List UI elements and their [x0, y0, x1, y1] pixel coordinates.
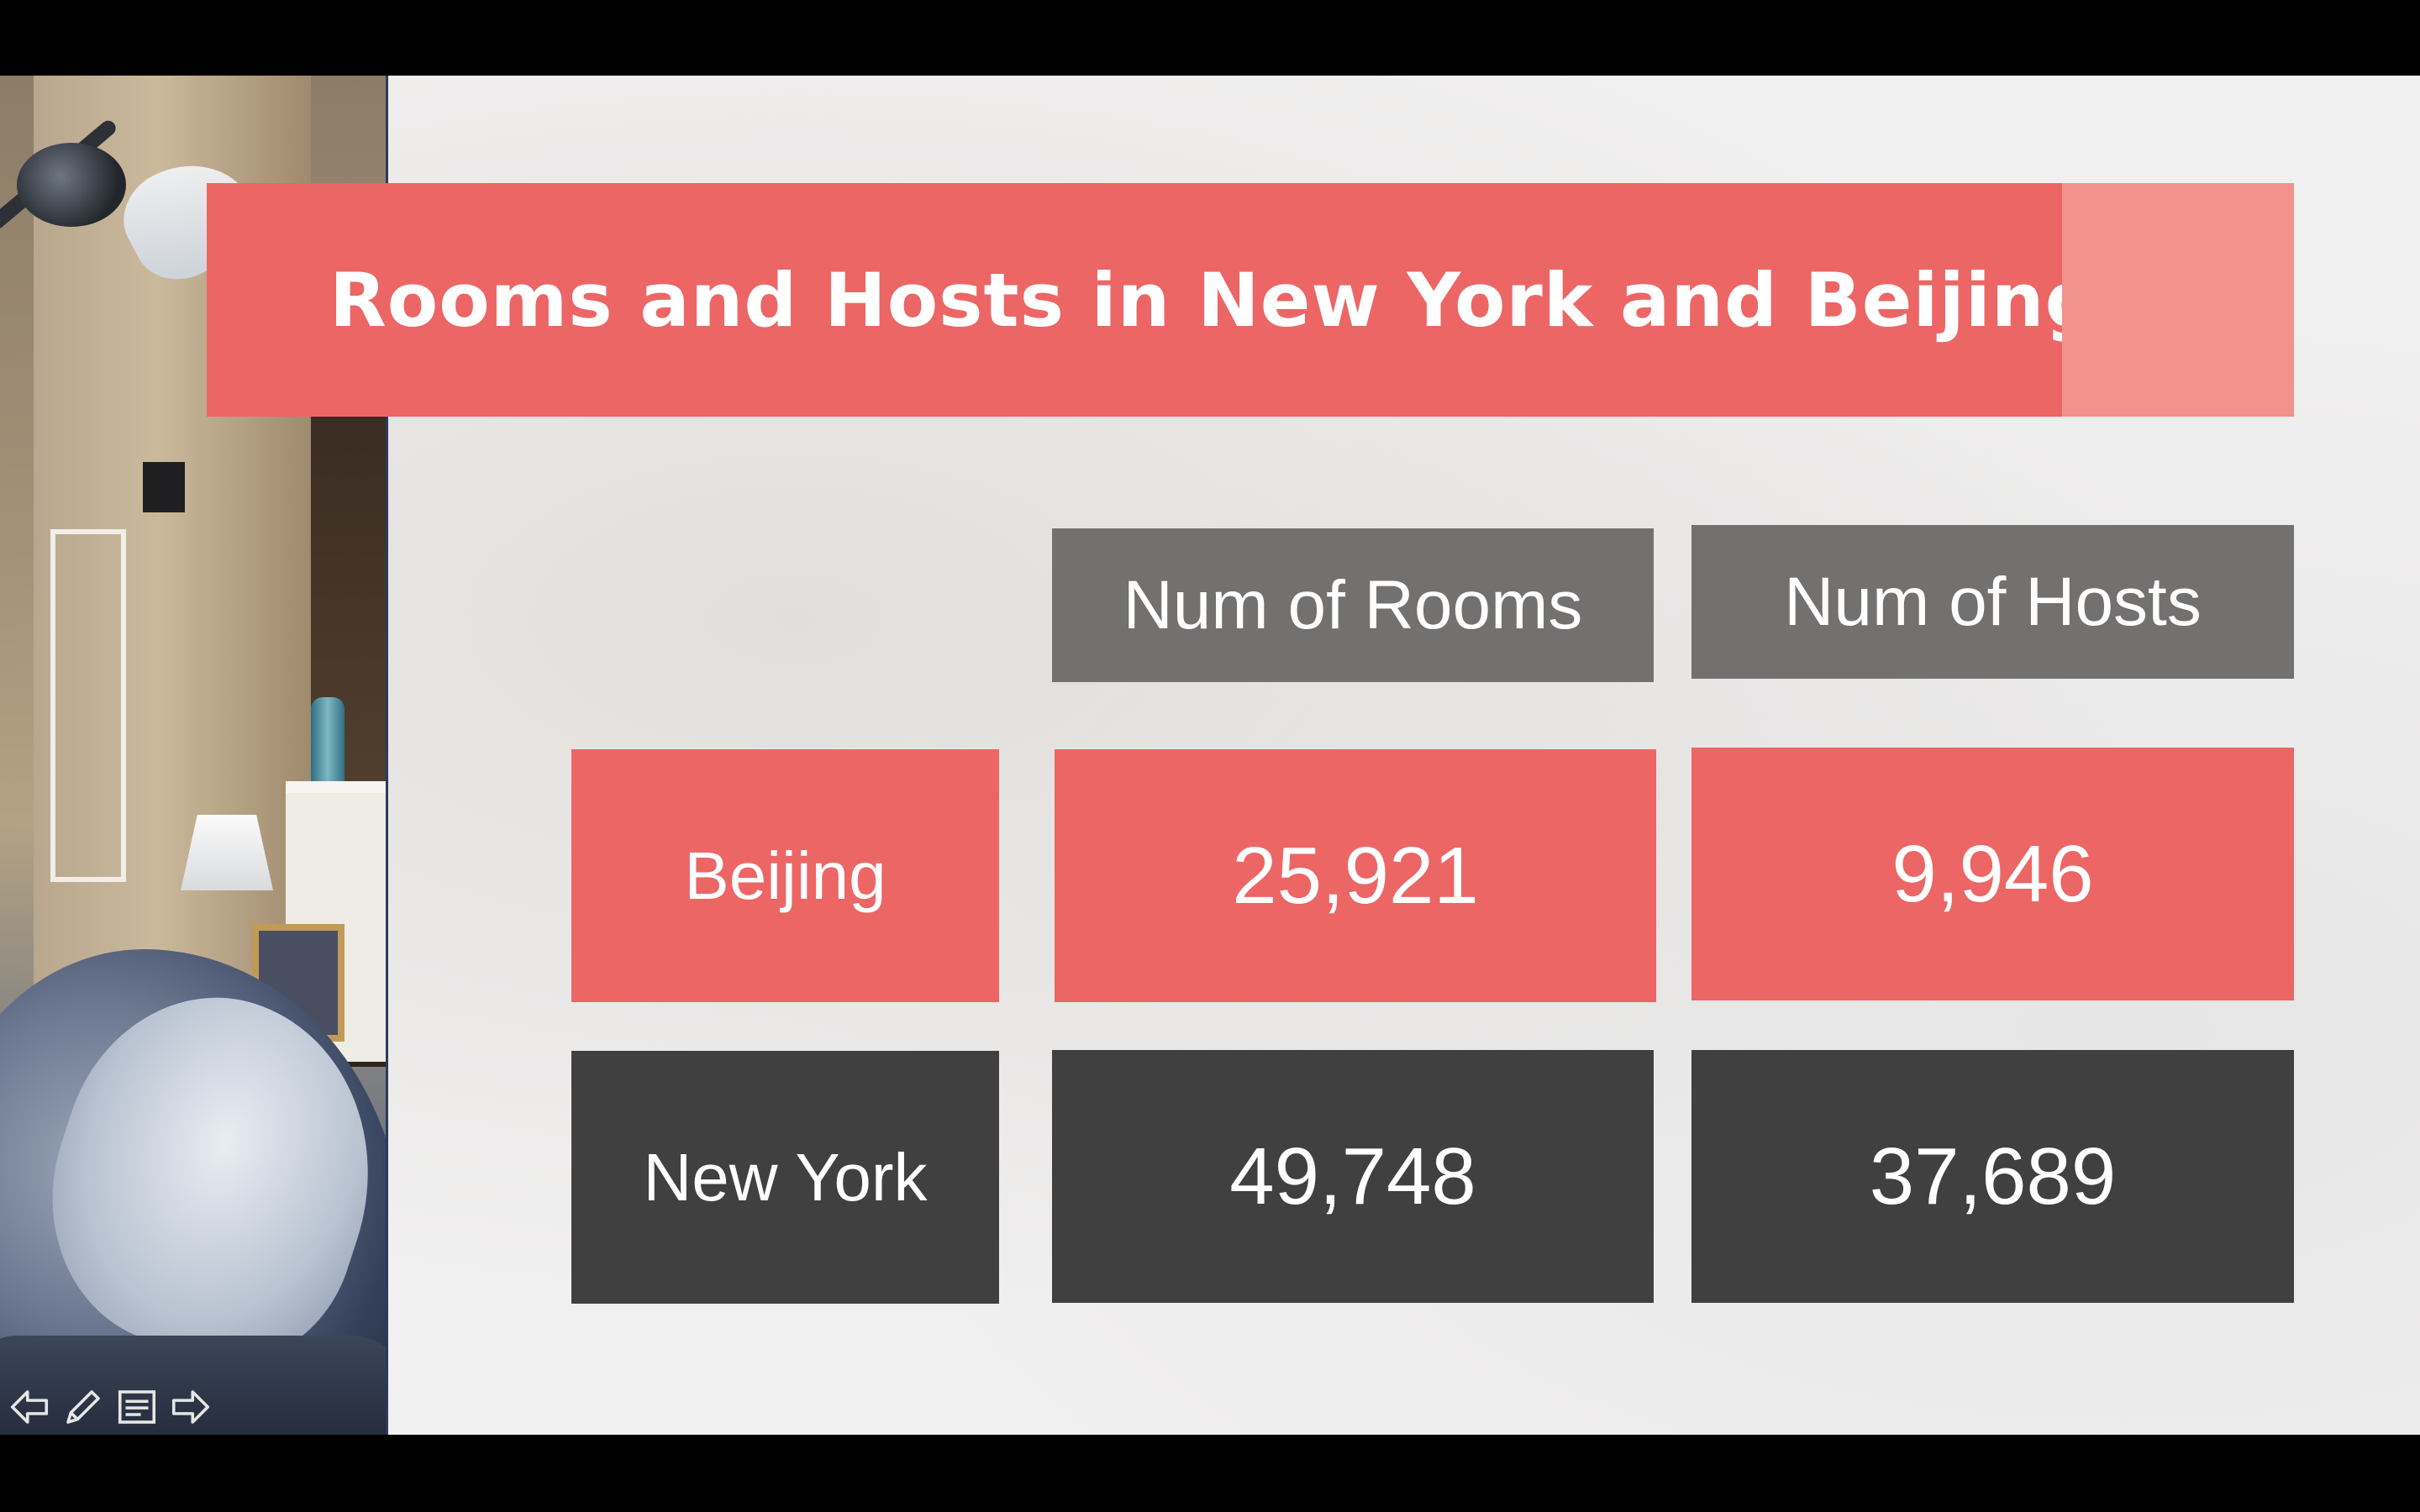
new-york-rooms-value: 49,748	[1052, 1050, 1654, 1303]
slide-menu-icon[interactable]	[113, 1383, 161, 1431]
title-banner: Rooms and Hosts in New York and Beijing	[207, 183, 2098, 417]
title-accent-block	[2062, 183, 2294, 417]
next-slide-icon[interactable]	[166, 1383, 215, 1431]
pen-icon[interactable]	[59, 1383, 108, 1431]
slideshow-controls	[5, 1383, 215, 1431]
slide-title: Rooms and Hosts in New York and Beijing	[329, 256, 2099, 344]
new-york-hosts-value: 37,689	[1691, 1050, 2294, 1303]
beijing-rooms-value: 25,921	[1055, 749, 1656, 1002]
presentation-slide: Rooms and Hosts in New York and Beijing …	[0, 76, 2420, 1435]
header-num-of-hosts: Num of Hosts	[1691, 525, 2294, 679]
row-label-beijing: Beijing	[571, 749, 999, 1002]
beijing-hosts-value: 9,946	[1691, 748, 2294, 1000]
row-label-new-york: New York	[571, 1051, 999, 1304]
previous-slide-icon[interactable]	[5, 1383, 54, 1431]
header-num-of-rooms: Num of Rooms	[1052, 528, 1654, 682]
